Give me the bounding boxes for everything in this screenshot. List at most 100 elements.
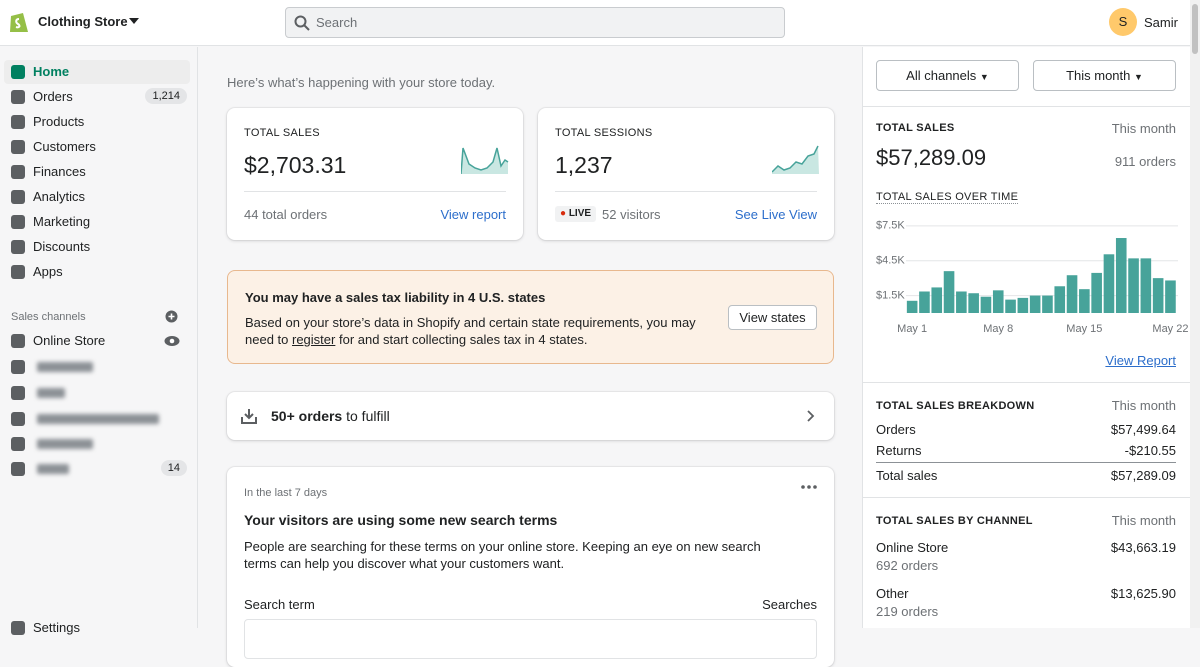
bar (1042, 295, 1053, 313)
nav-item[interactable]: Orders 1,214 (4, 85, 190, 109)
nav-badge: 14 (160, 460, 187, 476)
live-text: LIVE (568, 208, 592, 219)
bar (1115, 238, 1127, 313)
user-name[interactable]: Samir (1144, 15, 1178, 30)
period-filter[interactable]: This month ▼ (1033, 60, 1176, 91)
fulfill-rest: to fulfill (342, 408, 390, 424)
card-body: People are searching for these terms on … (244, 539, 761, 571)
nav-item[interactable]: 14 (4, 457, 190, 481)
bar (1005, 299, 1016, 313)
nav-item[interactable]: Home (4, 60, 190, 84)
live-badge: ● LIVE (555, 206, 597, 222)
banner-text-part: Based on your store’s data in Shopify an… (245, 315, 696, 347)
nav-icon (11, 140, 25, 154)
y-tick-label: $4.5K (876, 255, 905, 267)
divider (862, 382, 1190, 383)
fulfill-card[interactable]: 50+ orders to fulfill (227, 392, 834, 440)
avatar[interactable]: S (1109, 8, 1137, 36)
divider (555, 191, 817, 192)
nav-item[interactable]: Marketing (4, 210, 190, 234)
nav-item[interactable]: Online Store (4, 329, 190, 353)
nav-label: Analytics (33, 189, 86, 204)
nav-item[interactable]: Products (4, 110, 190, 134)
nav-item[interactable]: Finances (4, 160, 190, 184)
bar (956, 291, 967, 313)
card-period: In the last 7 days (244, 487, 328, 499)
card-link[interactable]: View report (440, 207, 506, 222)
sparkline (772, 145, 819, 174)
table-row (244, 619, 817, 659)
section-period: This month (1111, 513, 1176, 528)
column-header: Searches (762, 597, 817, 612)
sales-card: TOTAL SALES $2,703.31 44 total orders Vi… (227, 108, 523, 240)
scrollbar[interactable] (1190, 0, 1200, 628)
card-sub: 52 visitors (602, 207, 661, 222)
fulfill-text: 50+ orders to fulfill (271, 408, 390, 424)
view-states-button[interactable]: View states (728, 305, 817, 330)
bar (980, 296, 992, 313)
breakdown-name: Returns (876, 443, 922, 458)
bar (1017, 297, 1029, 313)
nav-label: Orders (33, 89, 73, 104)
view-report-link[interactable]: View Report (1105, 353, 1176, 368)
nav-icon (11, 90, 25, 104)
x-tick-label: May 8 (983, 323, 1013, 335)
nav-item[interactable]: Discounts (4, 235, 190, 259)
nav-item[interactable]: Settings (4, 616, 190, 640)
divider (862, 106, 1190, 107)
bar (1140, 258, 1152, 313)
nav-icon (11, 215, 25, 229)
more-button[interactable] (801, 485, 817, 489)
card-label: TOTAL SESSIONS (555, 127, 653, 139)
column-header: Search term (244, 597, 315, 612)
banner-title: You may have a sales tax liability in 4 … (245, 290, 546, 305)
sidebar: Sales channels Online Store 14 Settings … (0, 47, 198, 635)
search-box[interactable]: Search (285, 7, 785, 38)
button-label: All channels (906, 68, 977, 83)
nav-item[interactable] (4, 355, 190, 379)
button-label: This month (1066, 68, 1131, 83)
channel-value: $43,663.19 (1110, 540, 1176, 555)
eye-icon[interactable] (164, 335, 180, 347)
nav-icon (11, 240, 25, 254)
nav-label: Apps (33, 264, 63, 279)
channel-orders: 692 orders (876, 558, 939, 573)
nav-item[interactable]: Apps (4, 260, 190, 284)
nav-item[interactable]: Customers (4, 135, 190, 159)
bar (1103, 254, 1115, 313)
add-channel[interactable] (165, 310, 178, 323)
sessions-card: TOTAL SESSIONS 1,237 ● LIVE 52 visitors … (538, 108, 834, 240)
nav-label: Marketing (33, 214, 91, 229)
card-link[interactable]: See Live View (734, 207, 817, 222)
section-title: TOTAL SALES (876, 122, 955, 134)
y-tick-label: $7.5K (876, 220, 905, 232)
nav-item[interactable] (4, 407, 190, 431)
section-title: TOTAL SALES BY CHANNEL (876, 515, 1033, 527)
bar (906, 300, 918, 313)
bar (1066, 275, 1078, 313)
search-placeholder: Search (316, 15, 358, 30)
channel-filter[interactable]: All channels ▼ (876, 60, 1019, 91)
bar (931, 287, 943, 313)
nav-item[interactable] (4, 432, 190, 456)
nav-label: Products (33, 114, 85, 129)
banner-text: Based on your store’s data in Shopify an… (245, 314, 720, 348)
breakdown-value: $57,499.64 (1110, 422, 1176, 437)
bar (968, 293, 979, 313)
store-name[interactable]: Clothing Store (38, 14, 128, 29)
total-orders: 911 orders (1114, 154, 1176, 169)
banner-text-part: for and start collecting sales tax in 4 … (335, 332, 588, 347)
total-sales-value: $57,289.09 (876, 145, 987, 170)
nav-label: Customers (33, 139, 96, 154)
fulfill-icon (241, 409, 257, 424)
nav-item[interactable]: Analytics (4, 185, 190, 209)
top-bar: Clothing Store Search S Samir (0, 0, 1200, 46)
search-terms-card: In the last 7 days Your visitors are usi… (227, 467, 834, 667)
scroll-thumb[interactable] (1192, 4, 1198, 54)
sales-chart: $1.5K $4.5K $7.5K May 1 May 8 May 15 May 22 (876, 220, 1188, 335)
banner-link[interactable]: register (292, 332, 336, 347)
card-value: $2,703.31 (244, 152, 347, 178)
nav-item[interactable] (4, 381, 190, 405)
bar (1128, 258, 1139, 313)
divider (862, 497, 1190, 498)
